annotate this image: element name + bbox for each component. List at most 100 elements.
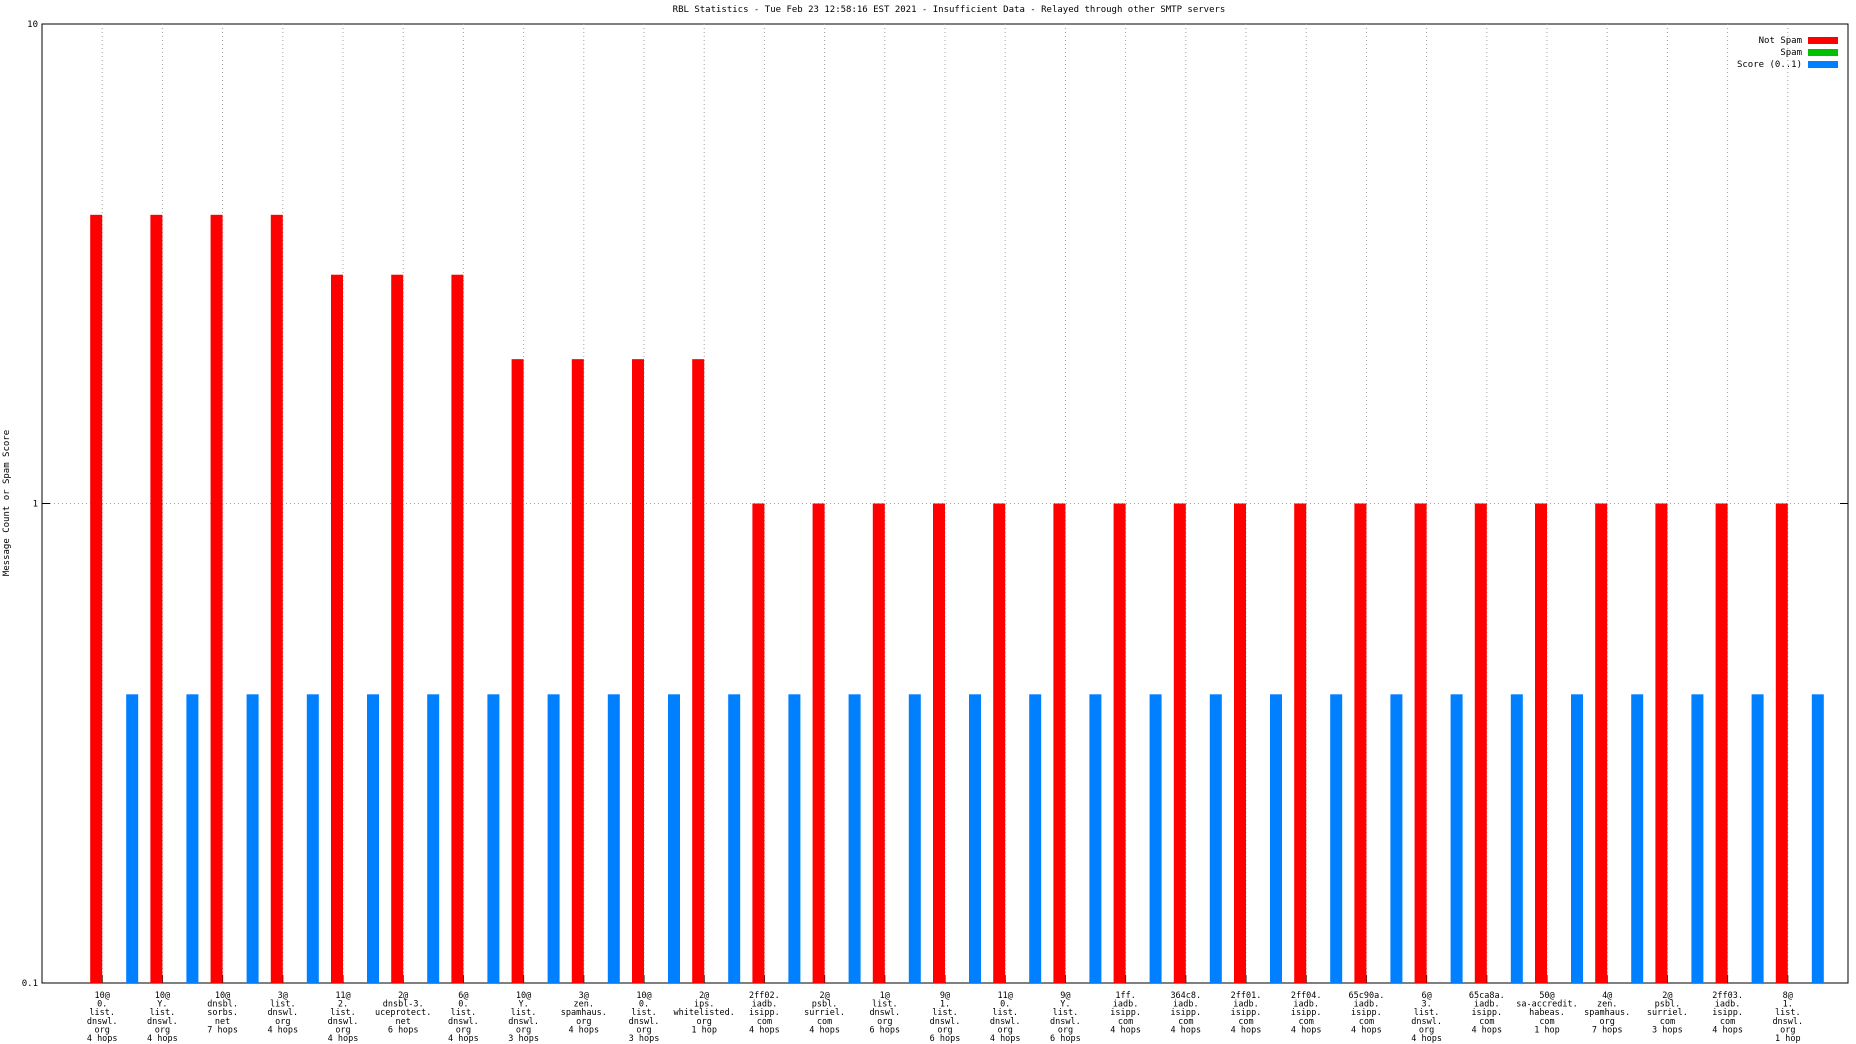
x-tick-label: iadb.: [1715, 1000, 1741, 1010]
bar: [246, 694, 259, 983]
x-tick-label: com: [1539, 1017, 1554, 1027]
x-tick-label: dnswl.: [629, 1017, 660, 1027]
x-tick-label: 65ca8a.: [1469, 991, 1505, 1001]
x-tick-label: iadb.: [1173, 1000, 1199, 1010]
y-axis-label: Message Count or Spam Score: [2, 430, 12, 576]
x-tick-label: Y.: [518, 1000, 528, 1010]
x-tick-label: org: [275, 1017, 290, 1027]
x-tick-label: dnswl.: [328, 1017, 359, 1027]
x-tick-label: 65c90a.: [1348, 991, 1384, 1001]
bar: [1775, 503, 1788, 983]
x-tick-label: com: [1299, 1017, 1314, 1027]
x-tick-label: 3@: [579, 991, 589, 1001]
bar: [367, 694, 379, 983]
x-tick-label: list.: [150, 1008, 176, 1018]
bar: [1414, 503, 1427, 983]
x-tick-label: list.: [932, 1008, 958, 1018]
x-tick-label: 10@: [636, 991, 651, 1001]
bar: [1811, 694, 1824, 983]
x-tick-label: isipp.: [1351, 1008, 1382, 1018]
bar: [933, 503, 945, 983]
x-tick-label: habeas.: [1529, 1008, 1565, 1018]
x-tick-label: org: [697, 1017, 712, 1027]
x-tick-label: 11@: [335, 991, 350, 1001]
x-tick-label: 2ff03.: [1712, 991, 1743, 1001]
x-tick-label: Y.: [1060, 1000, 1070, 1010]
x-tick-label: 4 hops: [1411, 1034, 1442, 1044]
x-tick-label: list.: [1775, 1008, 1801, 1018]
x-tick-label: 6 hops: [869, 1025, 900, 1035]
bar: [90, 214, 103, 983]
bar: [1631, 694, 1644, 983]
x-tick-label: com: [757, 1017, 772, 1027]
bar: [1655, 503, 1668, 983]
x-tick-label: sorbs.: [207, 1008, 238, 1018]
x-tick-label: zen.: [574, 1000, 594, 1010]
x-tick-label: psbl.: [1655, 1000, 1681, 1010]
bar: [331, 274, 343, 984]
x-tick-label: 50@: [1539, 991, 1554, 1001]
x-tick-label: 3 hops: [508, 1034, 539, 1044]
x-tick-label: 6 hops: [930, 1034, 961, 1044]
x-tick-label: list.: [330, 1008, 356, 1018]
x-tick-label: 1 hop: [691, 1025, 717, 1035]
x-tick-label: surriel.: [804, 1008, 845, 1018]
bar: [752, 503, 765, 983]
bar: [692, 359, 705, 983]
x-tick-label: 6@: [458, 991, 468, 1001]
x-tick-label: 10@: [155, 991, 170, 1001]
bar: [391, 274, 404, 984]
x-tick-label: dnswl.: [990, 1017, 1021, 1027]
x-tick-label: 4 hops: [1351, 1025, 1382, 1035]
bar: [1294, 503, 1307, 983]
x-tick-label: dnswl.: [267, 1008, 298, 1018]
x-tick-label: 4 hops: [1291, 1025, 1322, 1035]
x-tick-label: org: [1780, 1025, 1795, 1035]
bar: [812, 503, 825, 983]
x-tick-label: 4 hops: [87, 1034, 118, 1044]
bar: [848, 694, 861, 983]
bar: [908, 694, 921, 983]
legend-swatch: [1808, 49, 1838, 56]
bar: [1029, 694, 1042, 983]
x-tick-label: 4 hops: [147, 1034, 178, 1044]
x-tick-label: dnswl.: [930, 1017, 961, 1027]
x-tick-label: 0.: [458, 1000, 468, 1010]
x-tick-label: 1 hop: [1775, 1034, 1801, 1044]
x-tick-label: 1 hop: [1534, 1025, 1560, 1035]
x-tick-label: 2@: [398, 991, 408, 1001]
bar: [872, 503, 885, 983]
x-tick-label: uceprotect.: [375, 1008, 431, 1018]
x-tick-label: list.: [992, 1008, 1018, 1018]
x-tick-label: isipp.: [1712, 1008, 1743, 1018]
x-tick-label: list.: [1414, 1008, 1440, 1018]
bar: [788, 694, 801, 983]
x-tick-label: org: [335, 1025, 350, 1035]
bar: [1535, 503, 1547, 983]
x-tick-label: org: [155, 1025, 170, 1035]
bar: [1234, 503, 1246, 983]
x-tick-label: isipp.: [1291, 1008, 1322, 1018]
bar: [1113, 503, 1126, 983]
x-tick-label: 4 hops: [1170, 1025, 1201, 1035]
bar: [1149, 694, 1162, 983]
x-tick-label: sa-accredit.: [1516, 1000, 1577, 1010]
y-tick-label: 1: [33, 500, 38, 510]
bar: [1209, 694, 1222, 983]
legend-swatch: [1808, 61, 1838, 68]
x-tick-label: 6 hops: [1050, 1034, 1081, 1044]
bar: [1595, 503, 1608, 983]
bar: [1751, 694, 1764, 983]
x-tick-label: 1@: [880, 991, 890, 1001]
x-tick-label: 4 hops: [448, 1034, 479, 1044]
x-tick-label: whitelisted.: [673, 1008, 734, 1018]
x-tick-label: list.: [631, 1008, 657, 1018]
x-tick-label: iadb.: [1113, 1000, 1139, 1010]
bar: [1089, 694, 1102, 983]
bar: [186, 694, 199, 983]
x-tick-label: 364c8.: [1170, 991, 1201, 1001]
x-tick-label: 2ff04.: [1291, 991, 1322, 1001]
x-tick-label: 4 hops: [568, 1025, 599, 1035]
bar: [728, 694, 741, 983]
